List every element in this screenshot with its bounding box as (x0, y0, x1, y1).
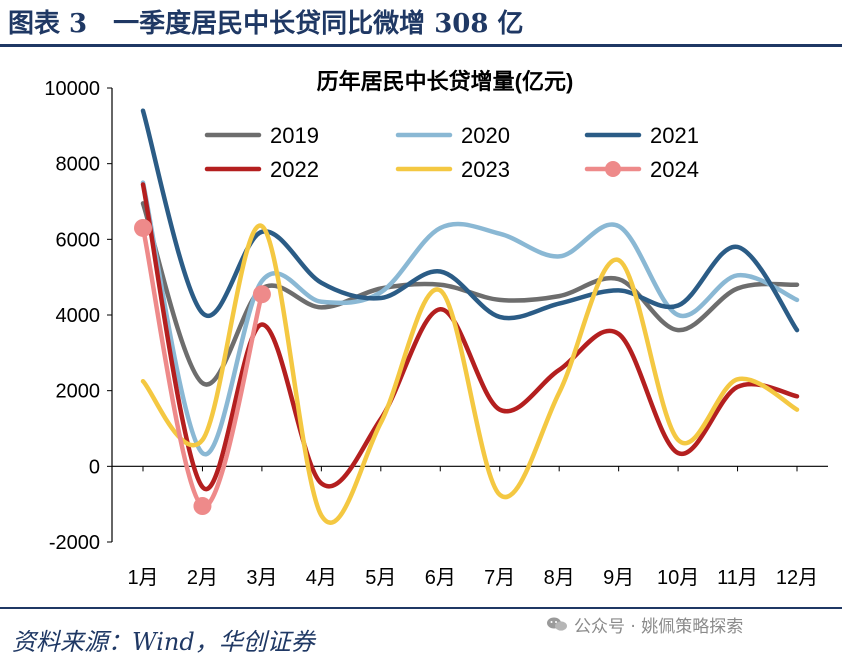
series-line-2022 (140, 182, 800, 492)
wechat-icon (547, 617, 567, 631)
legend-label-2021: 2021 (650, 123, 699, 148)
legend-label-2023: 2023 (461, 157, 510, 182)
axes: -2000 0 2000 4000 6000 8000 10000 1月 2月 3月 4月 5月 6月 7… (44, 78, 828, 589)
figure-header: 图表 3 一季度居民中长贷同比微增 308 亿 (0, 0, 842, 44)
legend-label-2020: 2020 (461, 123, 510, 148)
watermark: 公众号 · 姚佩策略探索 (546, 611, 743, 637)
x-tick-label: 7月 (484, 567, 515, 589)
watermark-text: 公众号 · 姚佩策略探索 (574, 616, 744, 637)
legend-label-2024: 2024 (650, 157, 699, 182)
x-tick-label: 1月 (127, 567, 158, 589)
x-tick-label: 2月 (187, 567, 218, 589)
x-tick-label: 9月 (603, 567, 634, 589)
y-tick-label: -2000 (49, 532, 100, 554)
x-tick-label: 8月 (544, 567, 575, 589)
bottom-rule (0, 607, 842, 609)
x-tick-label: 11月 (717, 567, 758, 589)
source-note: 资料来源：Wind，华创证券 (12, 628, 315, 656)
chart-title: 历年居民中长贷增量(亿元) (317, 69, 574, 94)
x-tick-label: 6月 (425, 567, 456, 589)
legend-marker-2024 (605, 161, 621, 177)
series-line-2021 (140, 108, 800, 333)
x-tick-label: 12月 (776, 567, 818, 589)
series-point-2024 (193, 497, 212, 516)
figure-title: 图表 3 一季度居民中长贷同比微增 308 亿 (8, 9, 524, 39)
top-rule (0, 44, 842, 47)
x-tick-label: 10月 (657, 567, 699, 589)
series-point-2024 (252, 285, 271, 304)
y-tick-label: 2000 (56, 381, 101, 403)
series-line-2020 (140, 180, 800, 457)
y-tick-label: 0 (89, 456, 100, 478)
line-chart: 历年居民中长贷增量(亿元) -2000 0 2000 4000 6000 8000 1000… (44, 69, 828, 589)
x-tick-label: 3月 (246, 567, 277, 589)
series-line-2023 (140, 223, 800, 525)
legend-label-2022: 2022 (270, 157, 319, 182)
y-tick-label: 8000 (56, 154, 101, 176)
y-tick-label: 6000 (56, 229, 101, 251)
x-tick-label: 4月 (306, 567, 337, 589)
legend-label-2019: 2019 (270, 123, 319, 148)
series-point-2024 (134, 218, 152, 237)
series-lines (134, 108, 800, 525)
y-tick-label: 4000 (56, 305, 101, 327)
x-tick-label: 5月 (365, 567, 396, 589)
legend: 2019 2020 2021 2022 2023 2024 (204, 123, 699, 182)
y-tick-label: 10000 (44, 78, 100, 100)
